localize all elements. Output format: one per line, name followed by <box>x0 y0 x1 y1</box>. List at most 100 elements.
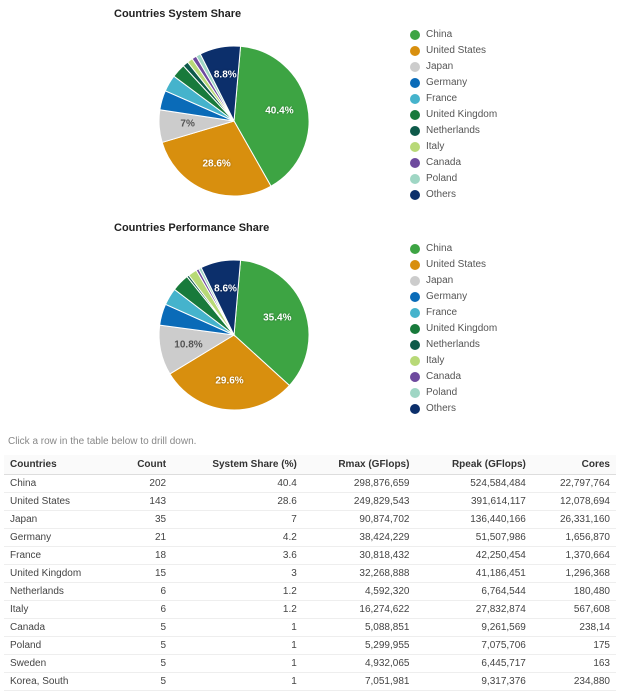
cell-rmax: 32,268,888 <box>303 565 416 583</box>
cell-rpeak: 6,764,544 <box>415 583 531 601</box>
table-row[interactable]: United States14328.6249,829,543391,614,1… <box>4 493 616 511</box>
cell-count: 5 <box>117 655 172 673</box>
cell-rmax: 298,876,659 <box>303 475 416 493</box>
legend-label: Poland <box>426 172 457 186</box>
legend-row[interactable]: Japan <box>410 274 497 288</box>
table-row[interactable]: United Kingdom15332,268,88841,186,4511,2… <box>4 565 616 583</box>
pie-svg <box>104 26 364 216</box>
cell-cores: 567,608 <box>532 601 616 619</box>
legend-row[interactable]: China <box>410 28 497 42</box>
cell-cores: 1,656,870 <box>532 529 616 547</box>
cell-country: United States <box>4 493 117 511</box>
cell-rpeak: 136,440,166 <box>415 511 531 529</box>
legend-row[interactable]: Italy <box>410 140 497 154</box>
legend-label: Japan <box>426 60 453 74</box>
col-count[interactable]: Count <box>117 455 172 475</box>
legend-swatch <box>410 62 420 72</box>
cell-rmax: 5,299,955 <box>303 637 416 655</box>
cell-cores: 12,078,694 <box>532 493 616 511</box>
legend-row[interactable]: Poland <box>410 386 497 400</box>
legend-row[interactable]: Netherlands <box>410 124 497 138</box>
col-cores[interactable]: Cores <box>532 455 616 475</box>
table-row[interactable]: Italy61.216,274,62227,832,874567,608 <box>4 601 616 619</box>
legend-row[interactable]: United States <box>410 44 497 58</box>
col-country[interactable]: Countries <box>4 455 117 475</box>
table-row[interactable]: Canada515,088,8519,261,569238,14 <box>4 619 616 637</box>
col-rmax[interactable]: Rmax (GFlops) <box>303 455 416 475</box>
cell-country: China <box>4 475 117 493</box>
cell-share: 4.2 <box>172 529 303 547</box>
legend-row[interactable]: United Kingdom <box>410 322 497 336</box>
chart-block-performance: Countries Performance Share35.4%29.6%10.… <box>4 222 616 418</box>
table-row[interactable]: Japan35790,874,702136,440,16626,331,160 <box>4 511 616 529</box>
col-rpeak[interactable]: Rpeak (GFlops) <box>415 455 531 475</box>
legend-row[interactable]: Italy <box>410 354 497 368</box>
legend-row[interactable]: Others <box>410 188 497 202</box>
table-row[interactable]: Poland515,299,9557,075,706175 <box>4 637 616 655</box>
legend-row[interactable]: Canada <box>410 156 497 170</box>
legend-label: United States <box>426 44 486 58</box>
cell-cores: 175 <box>532 637 616 655</box>
cell-country: Japan <box>4 511 117 529</box>
cell-rpeak: 41,186,451 <box>415 565 531 583</box>
cell-rmax: 30,818,432 <box>303 547 416 565</box>
pie-wrap: 40.4%28.6%7%8.8% <box>104 26 354 196</box>
cell-share: 1.2 <box>172 583 303 601</box>
legend-row[interactable]: Canada <box>410 370 497 384</box>
cell-rpeak: 524,584,484 <box>415 475 531 493</box>
cell-rpeak: 9,317,376 <box>415 673 531 691</box>
table-row[interactable]: Netherlands61.24,592,3206,764,544180,480 <box>4 583 616 601</box>
cell-count: 35 <box>117 511 172 529</box>
legend-row[interactable]: United Kingdom <box>410 108 497 122</box>
cell-count: 6 <box>117 601 172 619</box>
cell-country: Canada <box>4 619 117 637</box>
legend-row[interactable]: China <box>410 242 497 256</box>
legend-row[interactable]: Poland <box>410 172 497 186</box>
legend-swatch <box>410 260 420 270</box>
legend-row[interactable]: France <box>410 92 497 106</box>
cell-share: 28.6 <box>172 493 303 511</box>
legend-swatch <box>410 292 420 302</box>
table-body: China20240.4298,876,659524,584,48422,797… <box>4 475 616 691</box>
legend-swatch <box>410 142 420 152</box>
cell-country: Germany <box>4 529 117 547</box>
cell-cores: 180,480 <box>532 583 616 601</box>
cell-cores: 1,370,664 <box>532 547 616 565</box>
cell-rpeak: 42,250,454 <box>415 547 531 565</box>
legend-row[interactable]: France <box>410 306 497 320</box>
legend-row[interactable]: Others <box>410 402 497 416</box>
legend-row[interactable]: Germany <box>410 76 497 90</box>
table-row[interactable]: Korea, South517,051,9819,317,376234,880 <box>4 673 616 691</box>
legend-row[interactable]: Germany <box>410 290 497 304</box>
table-row[interactable]: Germany214.238,424,22951,507,9861,656,87… <box>4 529 616 547</box>
cell-count: 18 <box>117 547 172 565</box>
legend-label: United Kingdom <box>426 108 497 122</box>
cell-count: 6 <box>117 583 172 601</box>
table-row[interactable]: Sweden514,932,0656,445,717163 <box>4 655 616 673</box>
cell-count: 21 <box>117 529 172 547</box>
cell-rmax: 7,051,981 <box>303 673 416 691</box>
cell-cores: 22,797,764 <box>532 475 616 493</box>
legend-label: Others <box>426 188 456 202</box>
legend-row[interactable]: Japan <box>410 60 497 74</box>
cell-country: Italy <box>4 601 117 619</box>
col-share[interactable]: System Share (%) <box>172 455 303 475</box>
legend-swatch <box>410 388 420 398</box>
legend-swatch <box>410 30 420 40</box>
legend-label: Germany <box>426 76 467 90</box>
cell-share: 7 <box>172 511 303 529</box>
cell-count: 202 <box>117 475 172 493</box>
legend-label: Germany <box>426 290 467 304</box>
legend: China United States Japan Germany France Unit… <box>404 8 497 204</box>
pie-wrap: 35.4%29.6%10.8%8.6% <box>104 240 354 410</box>
legend-label: Netherlands <box>426 124 480 138</box>
legend-row[interactable]: Netherlands <box>410 338 497 352</box>
legend-swatch <box>410 110 420 120</box>
legend-swatch <box>410 324 420 334</box>
cell-country: France <box>4 547 117 565</box>
legend-row[interactable]: United States <box>410 258 497 272</box>
cell-rmax: 38,424,229 <box>303 529 416 547</box>
table-row[interactable]: China20240.4298,876,659524,584,48422,797… <box>4 475 616 493</box>
legend-label: Canada <box>426 156 461 170</box>
table-row[interactable]: France183.630,818,43242,250,4541,370,664 <box>4 547 616 565</box>
